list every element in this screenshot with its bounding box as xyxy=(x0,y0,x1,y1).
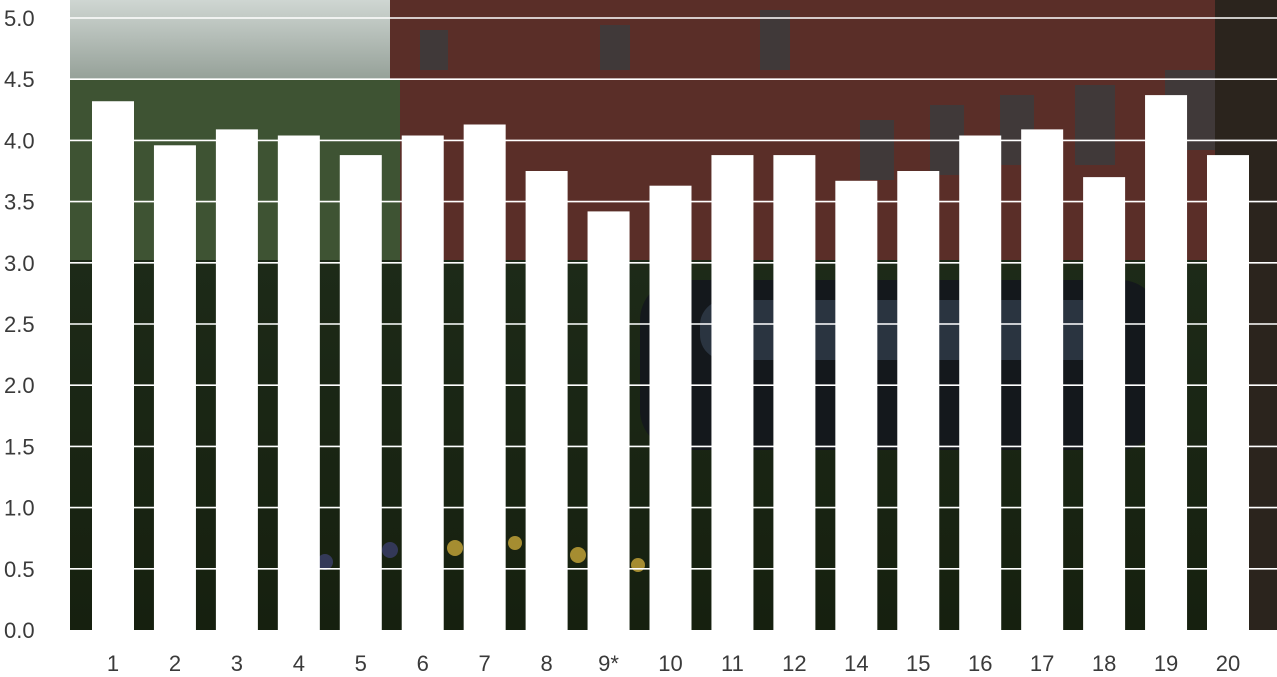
bar xyxy=(959,135,1002,630)
y-axis-tick-labels: 0.0 0.5 1.0 1.5 2.0 2.5 3.0 3.5 4.0 4.5 5.0 xyxy=(4,6,35,643)
bar xyxy=(153,145,196,630)
y-tick-label: 1.0 xyxy=(4,496,35,521)
x-tick-label: 3 xyxy=(231,651,243,676)
bar xyxy=(525,171,568,630)
bar xyxy=(277,135,320,630)
bar xyxy=(1083,177,1126,630)
y-tick-label: 1.5 xyxy=(4,434,35,459)
x-tick-label: 2 xyxy=(169,651,181,676)
x-tick-label: 17 xyxy=(1030,651,1054,676)
x-tick-label: 1 xyxy=(107,651,119,676)
x-tick-label: 12 xyxy=(782,651,806,676)
bar xyxy=(587,211,630,630)
bar xyxy=(215,129,258,630)
bar xyxy=(339,155,382,630)
bar xyxy=(711,155,754,630)
bar xyxy=(1145,95,1188,630)
y-tick-label: 0.5 xyxy=(4,557,35,582)
x-tick-label: 5 xyxy=(355,651,367,676)
y-tick-label: 3.0 xyxy=(4,251,35,276)
bar xyxy=(649,185,692,631)
bar xyxy=(92,101,134,631)
bar xyxy=(773,155,816,630)
bar xyxy=(1207,155,1249,630)
y-tick-label: 3.5 xyxy=(4,190,35,215)
x-tick-label: 6 xyxy=(417,651,429,676)
x-tick-label: 7 xyxy=(479,651,491,676)
x-tick-label: 16 xyxy=(968,651,992,676)
x-axis-tick-labels: 1 2 3 4 5 6 7 8 9* 10 11 12 14 15 16 17 18 19 20 xyxy=(107,651,1240,676)
x-tick-label: 18 xyxy=(1092,651,1116,676)
y-tick-label: 5.0 xyxy=(4,6,35,31)
y-tick-label: 4.0 xyxy=(4,128,35,153)
y-tick-label: 0.0 xyxy=(4,618,35,643)
bar xyxy=(835,180,878,631)
x-tick-label: 15 xyxy=(906,651,930,676)
y-tick-label: 2.5 xyxy=(4,312,35,337)
bar xyxy=(1021,129,1064,630)
x-tick-label: 4 xyxy=(293,651,305,676)
x-tick-label: 8 xyxy=(540,651,552,676)
x-tick-label: 20 xyxy=(1216,651,1240,676)
x-tick-label: 14 xyxy=(844,651,868,676)
y-tick-label: 4.5 xyxy=(4,67,35,92)
bar xyxy=(401,135,444,630)
x-tick-label: 11 xyxy=(721,651,744,676)
x-tick-label: 10 xyxy=(658,651,682,676)
x-tick-label: 9* xyxy=(598,651,619,676)
bars-group xyxy=(92,95,1249,631)
y-tick-label: 2.0 xyxy=(4,373,35,398)
bar xyxy=(897,171,940,630)
x-tick-label: 19 xyxy=(1154,651,1178,676)
bar xyxy=(463,124,506,630)
